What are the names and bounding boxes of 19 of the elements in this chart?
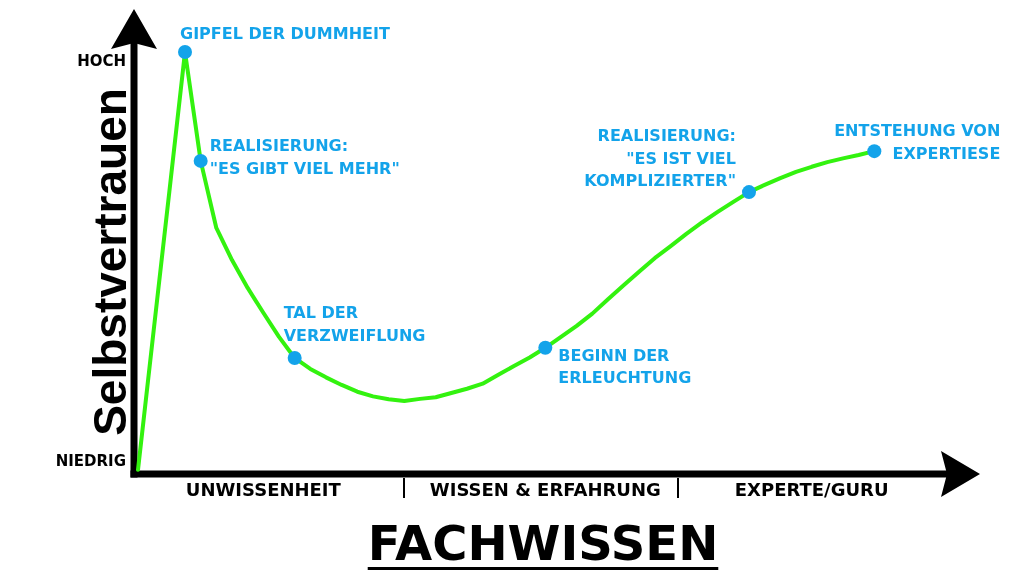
annotation: BEGINN DER ERLEUCHTUNG <box>558 345 692 388</box>
x-tick-label: WISSEN & ERFAHRUNG <box>429 479 661 501</box>
annotation: ENTSTEHUNG VON EXPERTIESE <box>834 121 1001 163</box>
x-axis-title: FACHWISSEN <box>367 515 719 571</box>
text: NIEDRIG <box>55 451 126 470</box>
annotation: TAL DER VERZWEIFLUNG <box>283 303 426 345</box>
point <box>287 350 302 365</box>
x-tick-label: UNWISSENHEIT <box>185 479 342 501</box>
x-tick-label: EXPERTE/GURU <box>734 479 889 501</box>
y-axis-title: Selbstvertrauen <box>84 88 136 436</box>
point <box>178 45 192 59</box>
text: GIPFEL DER DUMMHEIT <box>180 24 390 44</box>
point <box>193 153 208 168</box>
annotation: REALISIERUNG: "ES IST VIEL KOMPLIZIERTER" <box>584 126 736 191</box>
text: HOCH <box>77 51 126 70</box>
point <box>538 340 553 355</box>
point <box>742 185 756 200</box>
point <box>867 144 882 159</box>
annotation: REALISIERUNG: "ES GIBT VIEL MEHR" <box>209 136 400 178</box>
